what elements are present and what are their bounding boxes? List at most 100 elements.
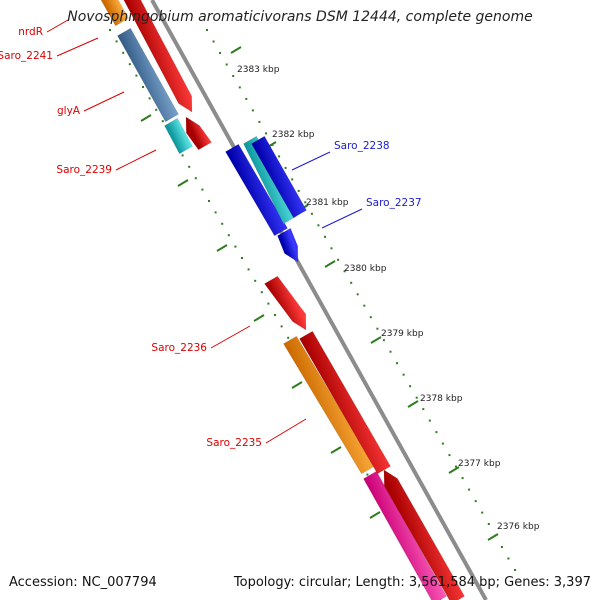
outer-tick-dot — [225, 63, 228, 66]
gene-label-saro-2237: Saro_2237 — [366, 197, 422, 209]
gene-feature-red-bottom — [383, 469, 465, 600]
leader-line-saro-2235 — [265, 418, 307, 444]
tick-label-2376-kbp: 2376 kbp — [497, 522, 540, 532]
tick-label-2381-kbp: 2381 kbp — [306, 198, 349, 208]
gene-feature-red-long — [299, 330, 391, 475]
outer-tick-dot — [310, 212, 313, 215]
tick-label-2379-kbp: 2379 kbp — [381, 329, 424, 339]
outer-tick-dot — [317, 224, 320, 227]
inner-tick-dot — [194, 177, 197, 180]
outer-tick-dot — [265, 132, 267, 135]
gene-label-nrdr: nrdR — [18, 26, 43, 38]
inner-tick-dot — [254, 279, 257, 282]
inner-tick-dot — [241, 257, 243, 259]
backbone-line — [150, 0, 488, 600]
outer-tick-dot — [232, 75, 235, 77]
inner-tick-dot — [135, 74, 138, 77]
outer-tick-dot — [219, 52, 222, 54]
inner-tick-dot — [128, 63, 131, 66]
outer-tick-dot — [514, 569, 516, 571]
tick-label-2383-kbp: 2383 kbp — [237, 65, 280, 75]
outer-tick-dot — [238, 86, 241, 89]
gene-feature-orange-top — [100, 0, 129, 27]
outer-tick-dot — [382, 339, 385, 342]
inner-tick-dot — [115, 40, 118, 43]
outer-tick-dot — [474, 500, 477, 503]
outer-tick-dot — [212, 40, 215, 43]
gene-label-glya: glyA — [57, 105, 81, 117]
outer-major-tick — [487, 533, 499, 541]
leader-line-saro-2237 — [321, 208, 363, 229]
inner-major-tick — [369, 511, 381, 519]
inner-tick-dot — [201, 188, 204, 191]
outer-tick-dot — [363, 304, 366, 307]
gene-label-saro-2241: Saro_2241 — [0, 50, 53, 62]
inner-tick-dot — [142, 86, 144, 88]
gene-label-saro-2239: Saro_2239 — [56, 164, 112, 176]
outer-tick-dot — [435, 431, 438, 434]
tick-label-2380-kbp: 2380 kbp — [344, 264, 387, 274]
inner-tick-dot — [148, 97, 151, 100]
outer-tick-dot — [337, 258, 340, 261]
inner-tick-dot — [214, 211, 217, 214]
outer-tick-dot — [500, 546, 503, 548]
inner-tick-dot — [280, 325, 283, 328]
outer-tick-dot — [206, 29, 208, 31]
outer-tick-dot — [330, 247, 333, 250]
inner-tick-dot — [267, 302, 270, 305]
outer-tick-dot — [297, 189, 300, 192]
gene-feature-saro-2236 — [264, 275, 307, 331]
inner-tick-dot — [274, 314, 276, 316]
leader-line-saro-2238 — [291, 151, 331, 171]
outer-tick-dot — [422, 408, 425, 411]
inner-major-tick — [291, 381, 303, 389]
inner-tick-dot — [109, 29, 111, 31]
outer-tick-dot — [245, 97, 248, 100]
gene-feature-saro-2241 — [123, 0, 193, 113]
leader-line-nrdr — [46, 19, 69, 33]
outer-tick-dot — [402, 373, 405, 376]
inner-tick-dot — [122, 51, 125, 54]
outer-tick-dot — [396, 362, 398, 365]
inner-tick-dot — [234, 245, 237, 248]
gene-feature-saro-2239 — [164, 117, 193, 155]
gene-feature-saro-2238-edge — [251, 135, 307, 219]
gene-label-saro-2235: Saro_2235 — [206, 437, 262, 449]
inner-tick-dot — [366, 473, 369, 476]
gene-feature-saro-2237 — [277, 227, 299, 263]
outer-major-tick — [448, 466, 460, 474]
outer-tick-dot — [455, 465, 457, 468]
outer-major-tick — [370, 336, 382, 344]
outer-tick-dot — [507, 557, 510, 560]
outer-tick-dot — [258, 120, 261, 123]
outer-major-tick — [324, 260, 336, 268]
outer-major-tick — [407, 400, 419, 408]
outer-tick-dot — [487, 523, 490, 525]
leader-line-glya — [83, 91, 125, 112]
outer-tick-dot — [441, 442, 444, 445]
outer-tick-dot — [376, 327, 379, 330]
tick-label-2378-kbp: 2378 kbp — [420, 394, 463, 404]
outer-tick-dot — [428, 419, 431, 422]
inner-tick-dot — [221, 222, 224, 225]
outer-tick-dot — [461, 477, 464, 480]
gene-feature-nrdr — [185, 116, 212, 151]
outer-tick-dot — [291, 178, 294, 181]
inner-tick-dot — [155, 108, 158, 111]
outer-tick-dot — [448, 454, 451, 457]
outer-tick-dot — [278, 155, 281, 158]
inner-tick-dot — [227, 234, 230, 237]
topology-text: Topology: circular; Length: 3,561,584 bp… — [233, 575, 591, 590]
gene-feature-saro-2238 — [225, 143, 288, 237]
outer-major-tick — [230, 46, 242, 54]
outer-tick-dot — [356, 293, 359, 296]
map-title: Novosphingobium aromaticivorans DSM 1244… — [67, 9, 533, 25]
gene-feature-saro-2235 — [283, 335, 375, 475]
leader-line-saro-2236 — [210, 325, 251, 349]
inner-tick-dot — [208, 200, 210, 202]
inner-major-tick — [330, 446, 342, 454]
outer-tick-dot — [481, 511, 484, 514]
outer-tick-dot — [415, 396, 418, 399]
